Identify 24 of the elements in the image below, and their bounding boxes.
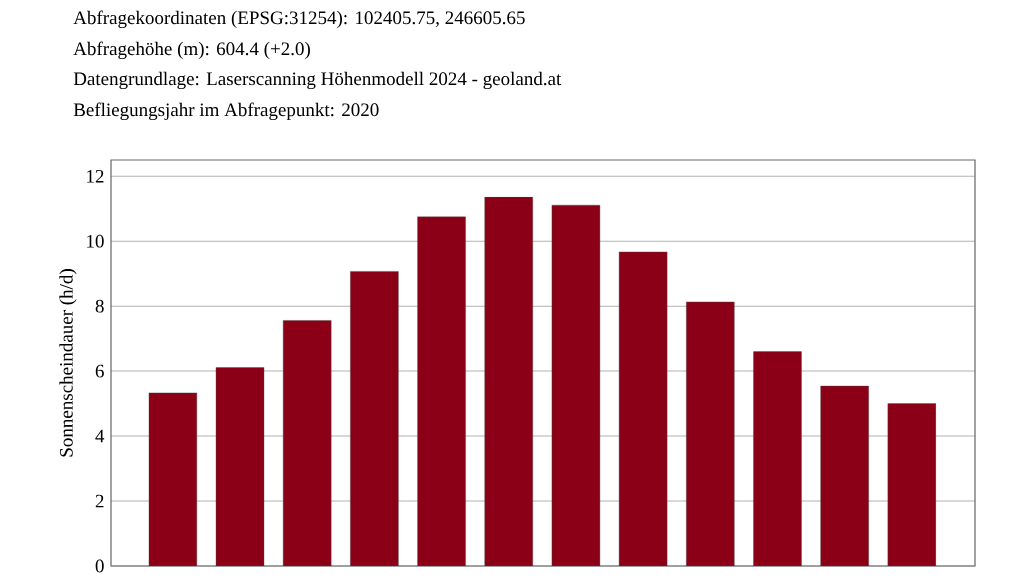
text: Datengrundlage: Laserscanning Höhenmodell 2024 - geoland.at: [73, 71, 562, 90]
bar: [753, 351, 802, 567]
bar: [484, 196, 533, 567]
bar: [551, 205, 601, 567]
bar: [820, 385, 869, 567]
y-tick-label: 8: [95, 299, 104, 313]
y-tick-label: 0: [95, 559, 104, 573]
text: Befliegungsjahr im Abfragepunkt: 2020: [73, 102, 379, 121]
y-tick-label: 10: [87, 234, 104, 248]
y-tick-label: 6: [95, 364, 104, 378]
y-axis-title: Sonnenscheindauer (h/d): [59, 269, 77, 457]
text: Abfragekoordinaten (EPSG:31254): 102405.75, 246605.65: [73, 10, 525, 29]
bar: [282, 320, 332, 567]
bar: [618, 251, 668, 567]
y-tick-label: 12: [87, 170, 104, 183]
bar: [148, 392, 198, 567]
bar: [350, 271, 399, 567]
bar: [686, 301, 735, 567]
text: Abfragehöhe (m): 604.4 (+2.0): [73, 41, 310, 60]
y-tick-label: 2: [95, 494, 104, 508]
bar: [215, 367, 265, 567]
bar: [417, 216, 466, 567]
y-tick-label: 4: [95, 429, 105, 443]
bar: [887, 403, 937, 567]
